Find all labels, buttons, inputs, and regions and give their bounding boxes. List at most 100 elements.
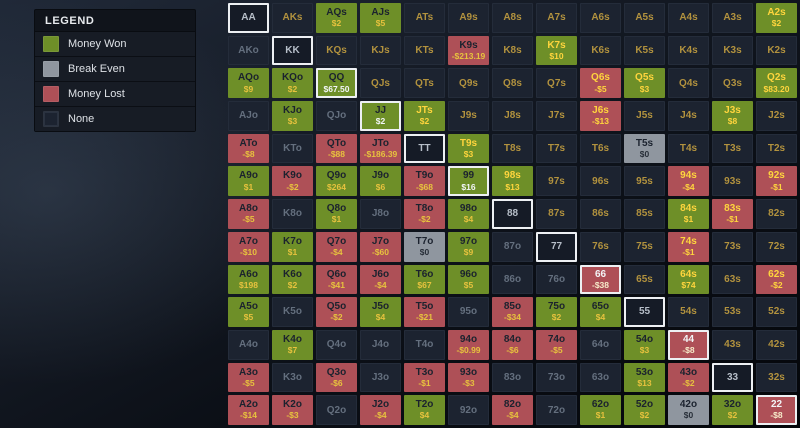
hand-cell-95o[interactable]: 95o [448,297,489,327]
hand-cell-Q4s[interactable]: Q4s [668,68,709,99]
hand-cell-K6o[interactable]: K6o $2 [272,264,313,295]
hand-cell-63s[interactable]: 63s [712,264,753,295]
hand-cell-A8o[interactable]: A8o -$5 [228,199,269,229]
hand-cell-T9s[interactable]: T9s $3 [448,133,489,164]
hand-cell-JTs[interactable]: JTs $2 [404,101,445,131]
hand-cell-53o[interactable]: 53o $13 [624,362,665,393]
hand-cell-85s[interactable]: 85s [624,199,665,229]
hand-cell-AQs[interactable]: AQs $2 [316,3,357,33]
hand-cell-QJs[interactable]: QJs [360,68,401,99]
hand-cell-A7s[interactable]: A7s [536,3,577,33]
hand-cell-73o[interactable]: 73o [536,362,577,393]
hand-cell-A9o[interactable]: A9o $1 [228,166,269,197]
hand-cell-32o[interactable]: 32o $2 [712,395,753,425]
hand-cell-Q2o[interactable]: Q2o [316,395,357,425]
hand-cell-87o[interactable]: 87o [492,231,533,262]
hand-cell-64o[interactable]: 64o [580,329,621,360]
hand-cell-Q8s[interactable]: Q8s [492,68,533,99]
hand-cell-73s[interactable]: 73s [712,231,753,262]
hand-cell-AKs[interactable]: AKs [272,3,313,33]
hand-cell-43o[interactable]: 43o -$2 [668,362,709,393]
hand-cell-64s[interactable]: 64s $74 [668,264,709,295]
hand-cell-J2o[interactable]: J2o -$4 [360,395,401,425]
hand-cell-86o[interactable]: 86o [492,264,533,295]
hand-cell-98o[interactable]: 98o $4 [448,199,489,229]
hand-cell-K5s[interactable]: K5s [624,35,665,66]
hand-cell-T6s[interactable]: T6s [580,133,621,164]
hand-cell-J5o[interactable]: J5o $4 [360,297,401,327]
hand-cell-97o[interactable]: 97o $9 [448,231,489,262]
hand-cell-T4o[interactable]: T4o [404,329,445,360]
hand-cell-95s[interactable]: 95s [624,166,665,197]
hand-cell-76o[interactable]: 76o [536,264,577,295]
hand-cell-T6o[interactable]: T6o $67 [404,264,445,295]
hand-cell-K5o[interactable]: K5o [272,297,313,327]
hand-cell-AJs[interactable]: AJs $5 [360,3,401,33]
hand-cell-K9o[interactable]: K9o -$2 [272,166,313,197]
hand-cell-KTo[interactable]: KTo [272,133,313,164]
hand-cell-33[interactable]: 33 [712,362,753,393]
hand-cell-Q7s[interactable]: Q7s [536,68,577,99]
hand-cell-J8s[interactable]: J8s [492,101,533,131]
hand-cell-K8o[interactable]: K8o [272,199,313,229]
hand-cell-T2o[interactable]: T2o $4 [404,395,445,425]
hand-cell-QJo[interactable]: QJo [316,101,357,131]
hand-cell-97s[interactable]: 97s [536,166,577,197]
hand-cell-ATo[interactable]: ATo -$8 [228,133,269,164]
hand-cell-83s[interactable]: 83s -$1 [712,199,753,229]
hand-cell-A9s[interactable]: A9s [448,3,489,33]
hand-cell-92o[interactable]: 92o [448,395,489,425]
hand-cell-A4s[interactable]: A4s [668,3,709,33]
hand-cell-T3s[interactable]: T3s [712,133,753,164]
hand-cell-42o[interactable]: 42o $0 [668,395,709,425]
hand-cell-72s[interactable]: 72s [756,231,797,262]
hand-cell-A6s[interactable]: A6s [580,3,621,33]
hand-cell-J3o[interactable]: J3o [360,362,401,393]
hand-cell-85o[interactable]: 85o -$34 [492,297,533,327]
hand-cell-32s[interactable]: 32s [756,362,797,393]
hand-cell-QQ[interactable]: QQ $67.50 [316,68,357,99]
hand-cell-22[interactable]: 22 -$8 [756,395,797,425]
hand-cell-TT[interactable]: TT [404,133,445,164]
hand-cell-53s[interactable]: 53s [712,297,753,327]
hand-cell-K2s[interactable]: K2s [756,35,797,66]
hand-cell-74s[interactable]: 74s -$1 [668,231,709,262]
hand-cell-93s[interactable]: 93s [712,166,753,197]
hand-cell-A7o[interactable]: A7o -$10 [228,231,269,262]
hand-cell-A2s[interactable]: A2s $2 [756,3,797,33]
hand-cell-84o[interactable]: 84o -$6 [492,329,533,360]
hand-cell-A5s[interactable]: A5s [624,3,665,33]
hand-cell-Q6o[interactable]: Q6o -$41 [316,264,357,295]
hand-cell-83o[interactable]: 83o [492,362,533,393]
hand-cell-Q7o[interactable]: Q7o -$4 [316,231,357,262]
hand-cell-52o[interactable]: 52o $2 [624,395,665,425]
hand-cell-T5s[interactable]: T5s $0 [624,133,665,164]
hand-cell-94o[interactable]: 94o -$0.99 [448,329,489,360]
hand-cell-52s[interactable]: 52s [756,297,797,327]
hand-cell-93o[interactable]: 93o -$3 [448,362,489,393]
hand-cell-J3s[interactable]: J3s $8 [712,101,753,131]
hand-cell-Q4o[interactable]: Q4o [316,329,357,360]
hand-cell-KJo[interactable]: KJo $3 [272,101,313,131]
hand-cell-Q3o[interactable]: Q3o -$6 [316,362,357,393]
hand-cell-Q6s[interactable]: Q6s -$5 [580,68,621,99]
hand-cell-92s[interactable]: 92s -$1 [756,166,797,197]
hand-cell-A3o[interactable]: A3o -$5 [228,362,269,393]
hand-cell-QTs[interactable]: QTs [404,68,445,99]
hand-cell-75s[interactable]: 75s [624,231,665,262]
hand-cell-84s[interactable]: 84s $1 [668,199,709,229]
hand-cell-K8s[interactable]: K8s [492,35,533,66]
hand-cell-A5o[interactable]: A5o $5 [228,297,269,327]
hand-cell-KQo[interactable]: KQo $2 [272,68,313,99]
hand-cell-J6s[interactable]: J6s -$13 [580,101,621,131]
hand-cell-J7o[interactable]: J7o -$60 [360,231,401,262]
hand-cell-T2s[interactable]: T2s [756,133,797,164]
hand-cell-98s[interactable]: 98s $13 [492,166,533,197]
hand-cell-T8s[interactable]: T8s [492,133,533,164]
hand-cell-96s[interactable]: 96s [580,166,621,197]
hand-cell-Q3s[interactable]: Q3s [712,68,753,99]
hand-cell-43s[interactable]: 43s [712,329,753,360]
hand-cell-63o[interactable]: 63o [580,362,621,393]
hand-cell-J6o[interactable]: J6o -$4 [360,264,401,295]
hand-cell-J7s[interactable]: J7s [536,101,577,131]
